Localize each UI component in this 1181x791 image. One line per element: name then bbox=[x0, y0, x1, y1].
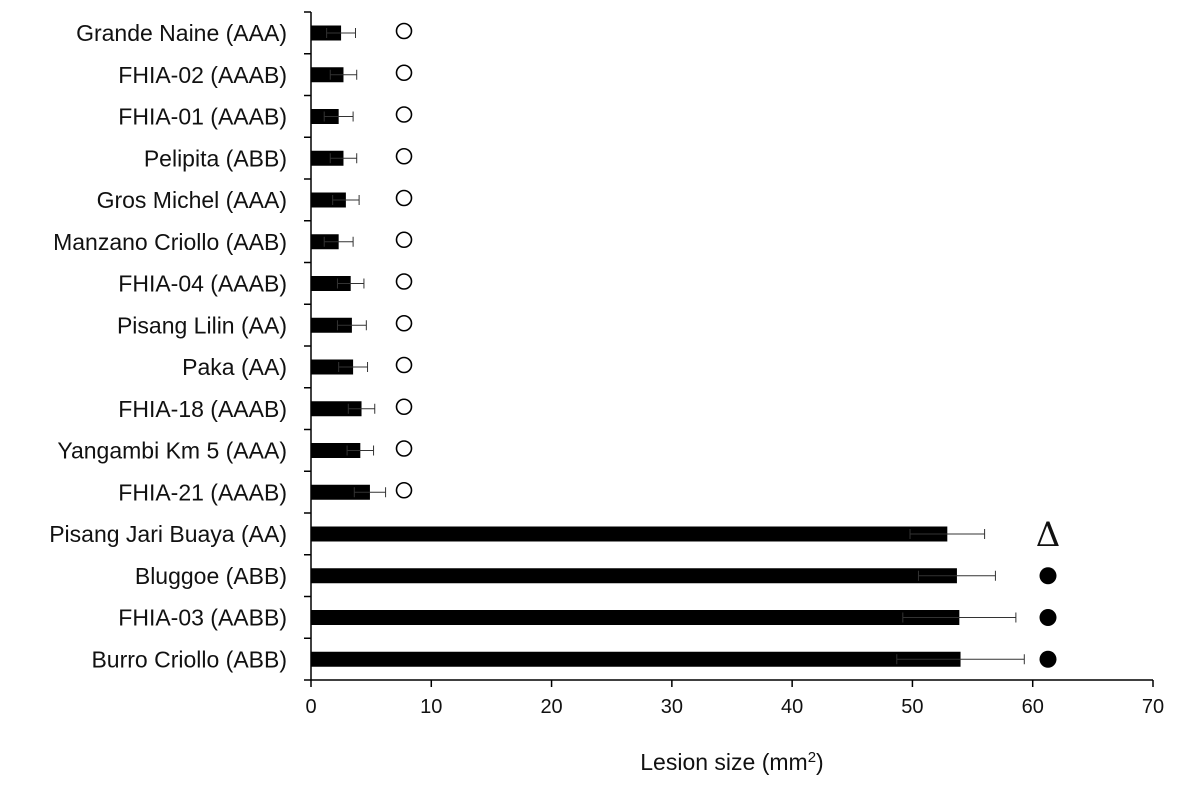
bar bbox=[311, 443, 361, 458]
category-label: Pisang Lilin (AA) bbox=[117, 312, 287, 338]
x-axis-title-superscript: 2 bbox=[808, 749, 816, 766]
bar bbox=[311, 610, 960, 625]
error-bars-layer bbox=[323, 28, 1025, 665]
bar bbox=[311, 484, 370, 500]
category-label: Pisang Jari Buaya (AA) bbox=[49, 521, 287, 547]
bar bbox=[311, 276, 351, 291]
category-label: FHIA-18 (AAAB) bbox=[118, 396, 287, 422]
delta-marker: Δ bbox=[1036, 515, 1061, 555]
category-label: Bluggoe (ABB) bbox=[135, 563, 287, 589]
bar bbox=[311, 150, 344, 166]
category-label: FHIA-03 (AABB) bbox=[118, 605, 287, 631]
bar bbox=[311, 401, 362, 417]
category-label: Burro Criollo (ABB) bbox=[91, 646, 287, 672]
bar bbox=[311, 67, 344, 83]
category-label: FHIA-02 (AAAB) bbox=[118, 62, 287, 88]
category-label: FHIA-04 (AAAB) bbox=[118, 271, 287, 297]
open-circle-marker bbox=[395, 356, 413, 374]
bar bbox=[311, 651, 961, 667]
open-circle-marker bbox=[395, 147, 413, 165]
x-axis-title: Lesion size (mm2) bbox=[640, 749, 823, 776]
bar bbox=[311, 359, 354, 375]
x-tick-label: 20 bbox=[540, 696, 562, 718]
axes-layer: 0 10 20 30 40 50 60 70 bbox=[304, 11, 1164, 718]
category-labels-layer: Grande Naine (AAA) FHIA-02 (AAAB) FHIA-01 … bbox=[49, 20, 287, 672]
bar bbox=[311, 192, 346, 208]
category-label: Grande Naine (AAA) bbox=[76, 20, 287, 46]
x-axis-title-main: Lesion size (mm bbox=[640, 749, 807, 775]
category-label: Pelipita (ABB) bbox=[144, 145, 287, 171]
open-circle-marker bbox=[395, 22, 413, 40]
x-tick-label: 70 bbox=[1142, 696, 1164, 718]
open-circle-marker bbox=[395, 314, 413, 332]
open-circle-marker bbox=[395, 398, 413, 416]
open-circle-marker bbox=[395, 481, 413, 499]
category-label: FHIA-21 (AAAB) bbox=[118, 479, 287, 505]
bars-layer bbox=[311, 25, 961, 667]
open-circle-marker bbox=[395, 106, 413, 123]
category-label: Gros Michel (AAA) bbox=[97, 187, 287, 213]
bar bbox=[311, 317, 352, 333]
bar bbox=[311, 526, 948, 542]
x-tick-label: 10 bbox=[420, 696, 442, 718]
category-label: Manzano Criollo (AAB) bbox=[53, 229, 287, 255]
filled-circle-marker bbox=[1039, 609, 1057, 626]
x-tick-label: 50 bbox=[901, 696, 923, 718]
bar bbox=[311, 25, 342, 41]
x-tick-label: 40 bbox=[781, 696, 803, 718]
open-circle-marker bbox=[395, 273, 413, 290]
x-axis-title-suffix: ) bbox=[816, 749, 824, 775]
category-label: Yangambi Km 5 (AAA) bbox=[57, 438, 287, 464]
bar bbox=[311, 568, 957, 584]
open-circle-marker bbox=[395, 440, 413, 457]
filled-circle-marker bbox=[1039, 650, 1057, 668]
significance-markers-layer: Δ bbox=[395, 22, 1061, 668]
x-tick-label: 30 bbox=[661, 696, 683, 718]
filled-circle-marker bbox=[1039, 567, 1057, 585]
x-tick-label: 0 bbox=[305, 696, 316, 718]
open-circle-marker bbox=[395, 189, 413, 207]
open-circle-marker bbox=[395, 231, 413, 249]
category-label: Paka (AA) bbox=[182, 354, 287, 380]
category-label: FHIA-01 (AAAB) bbox=[118, 104, 287, 130]
open-circle-marker bbox=[395, 64, 413, 82]
x-tick-label: 60 bbox=[1022, 696, 1044, 718]
